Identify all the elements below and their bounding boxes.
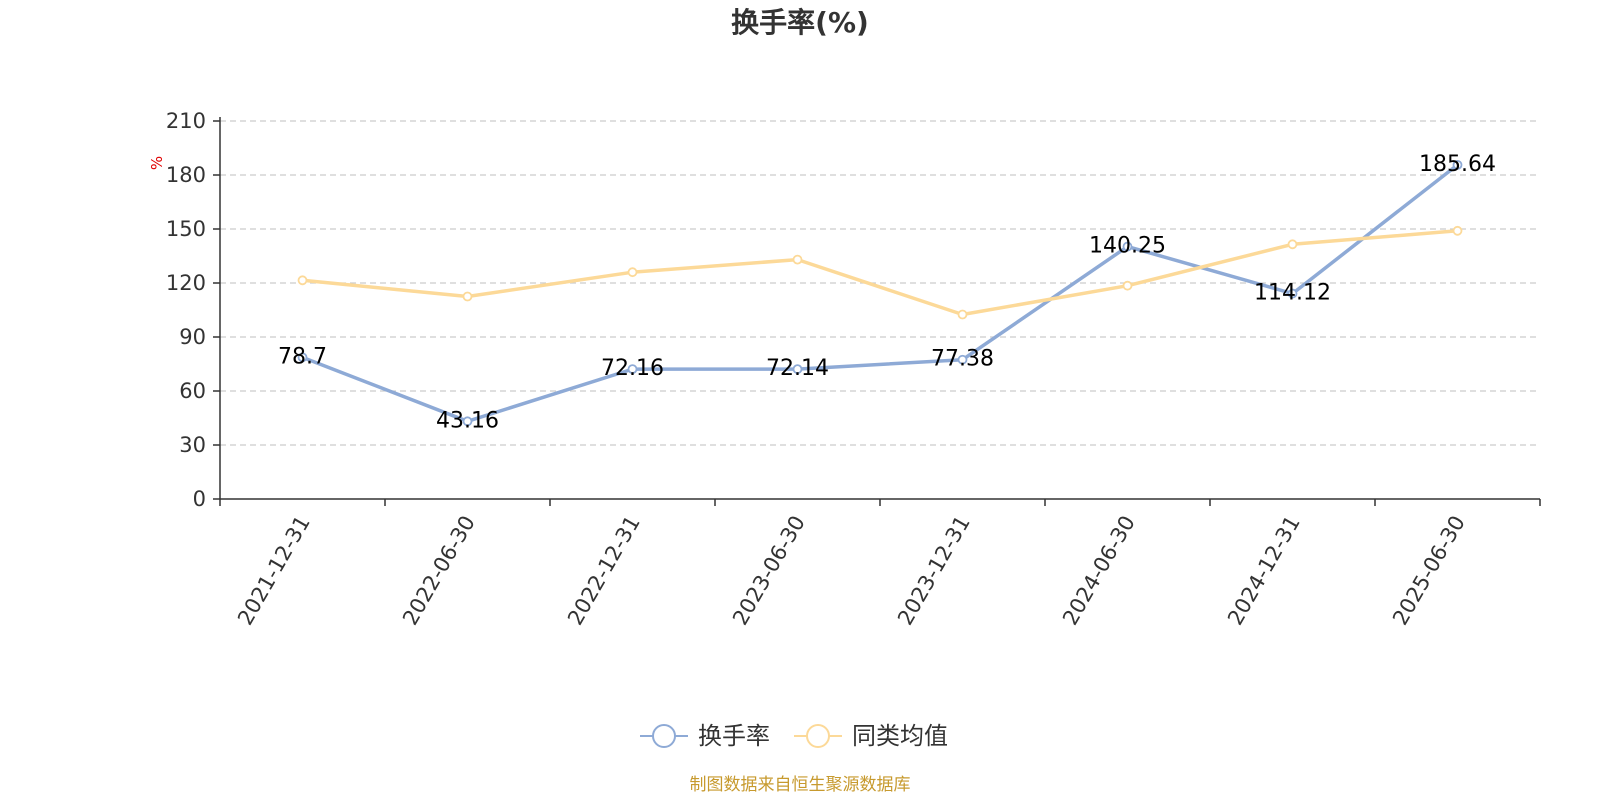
data-label: 72.14 <box>766 356 829 381</box>
y-tick-label: 120 <box>166 271 206 295</box>
y-tick-label: 150 <box>166 217 206 241</box>
data-point <box>1452 159 1463 170</box>
legend-marker <box>652 724 676 748</box>
data-label: 78.7 <box>278 344 327 369</box>
data-point <box>792 254 803 265</box>
x-tick-label: 2023-12-31 <box>893 512 975 630</box>
y-tick-label: 30 <box>179 433 206 457</box>
data-point <box>462 291 473 302</box>
legend-label: 同类均值 <box>852 722 948 750</box>
chart-title: 换手率(%) <box>731 6 869 39</box>
y-axis-unit: % <box>148 156 166 170</box>
x-tick-label: 2023-06-30 <box>728 512 810 630</box>
data-point <box>1287 288 1298 299</box>
data-point <box>1452 225 1463 236</box>
data-label: 140.25 <box>1089 234 1166 259</box>
data-label: 185.64 <box>1419 152 1496 177</box>
series-line-1 <box>301 163 1459 424</box>
data-point <box>297 275 308 286</box>
data-point <box>957 309 968 320</box>
axes: 0 30 60 90 120 150 180 210 2021-12-31 2022-06-30 2… <box>166 109 1541 630</box>
data-label: 43.16 <box>436 408 499 433</box>
data-point <box>1122 241 1133 252</box>
x-tick-label: 2024-06-30 <box>1058 512 1140 630</box>
x-tick-label: 2022-06-30 <box>398 512 480 630</box>
legend-marker <box>806 724 830 748</box>
legend: 换手率 同类均值 <box>640 722 948 750</box>
data-point <box>792 364 803 375</box>
data-labels: 78.7 43.16 72.16 72.14 77.38 140.25 114.12 185.… <box>278 152 1496 433</box>
data-label: 72.16 <box>601 356 664 381</box>
x-tick-label: 2022-12-31 <box>563 512 645 630</box>
data-label: 77.38 <box>931 347 994 372</box>
data-label: 114.12 <box>1254 281 1331 306</box>
data-point <box>1287 239 1298 250</box>
data-point <box>297 352 308 363</box>
data-source: 制图数据来自恒生聚源数据库 <box>690 775 911 795</box>
y-tick-label: 90 <box>179 325 206 349</box>
y-tick-label: 60 <box>179 379 206 403</box>
x-tick-label: 2024-12-31 <box>1223 512 1305 630</box>
grid-lines <box>220 120 1540 446</box>
data-point <box>627 364 638 375</box>
series-lines <box>297 159 1463 427</box>
y-tick-label: 180 <box>166 163 206 187</box>
legend-label: 换手率 <box>698 722 770 750</box>
x-tick-label: 2021-12-31 <box>233 512 315 630</box>
data-point <box>957 354 968 365</box>
y-tick-label: 0 <box>193 487 206 511</box>
data-point <box>627 267 638 278</box>
data-point <box>1122 280 1133 291</box>
series-line-2 <box>302 229 1458 317</box>
x-tick-label: 2025-06-30 <box>1388 512 1470 630</box>
data-point <box>462 416 473 427</box>
y-tick-label: 210 <box>166 109 206 133</box>
